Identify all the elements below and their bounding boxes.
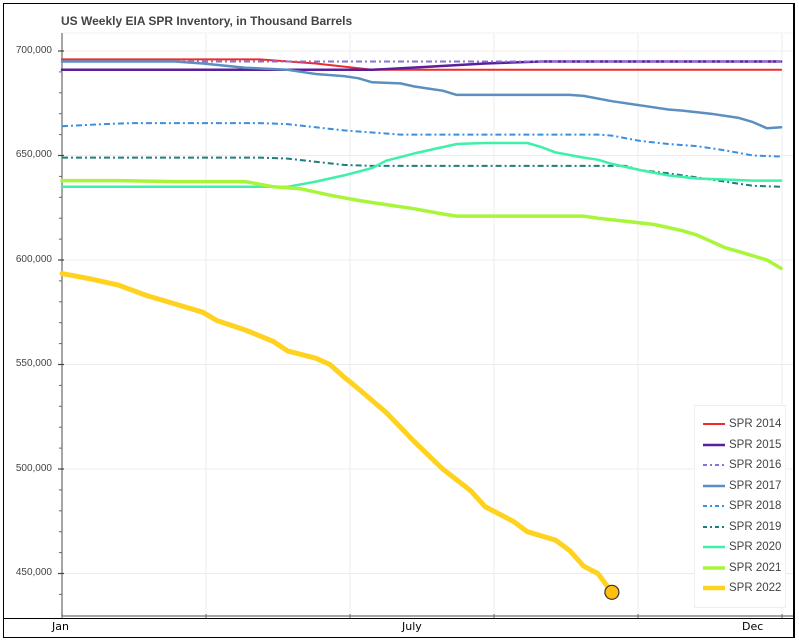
legend-swatch-icon — [703, 585, 725, 591]
y-tick-label: 650,000 — [15, 149, 52, 160]
x-axis-band — [3, 618, 795, 638]
x-tick-label-jan: Jan — [52, 620, 69, 633]
legend-item-2016[interactable]: SPR 2016 — [695, 456, 787, 474]
legend-item-2019[interactable]: SPR 2019 — [695, 518, 787, 536]
y-tick-label: 600,000 — [15, 254, 52, 265]
legend-item-2022[interactable]: SPR 2022 — [695, 579, 787, 597]
latest-point-marker[interactable] — [604, 584, 620, 600]
series-line-spr-2019 — [62, 156, 782, 188]
legend-swatch-icon — [703, 484, 725, 487]
legend-item-2020[interactable]: SPR 2020 — [695, 538, 787, 556]
gridlines — [62, 32, 793, 616]
legend-swatch-icon — [703, 565, 725, 570]
series-line-spr-2022 — [59, 271, 615, 595]
legend-swatch-icon — [703, 464, 725, 466]
legend-swatch-icon — [703, 505, 725, 507]
axes — [58, 33, 793, 618]
legend-swatch-icon — [703, 443, 725, 446]
series-line-spr-2020 — [60, 141, 783, 189]
legend-label: SPR 2014 — [729, 418, 782, 430]
legend-item-2015[interactable]: SPR 2015 — [695, 436, 787, 454]
legend-label: SPR 2018 — [729, 500, 782, 512]
legend-label: SPR 2016 — [729, 459, 782, 471]
series-line-spr-2018 — [61, 122, 782, 158]
legend-label: SPR 2017 — [729, 479, 782, 492]
legend-swatch-icon — [703, 545, 725, 549]
legend-label: SPR 2022 — [729, 582, 782, 594]
y-tick-label: 450,000 — [15, 567, 52, 578]
y-tick-label: 500,000 — [15, 463, 52, 474]
frame-right-edge — [793, 3, 795, 638]
series-line-spr-2014 — [61, 58, 783, 71]
legend-item-2014[interactable]: SPR 2014 — [695, 415, 787, 433]
legend-label: SPR 2021 — [729, 561, 782, 574]
y-tick-label: 550,000 — [15, 358, 52, 369]
legend-label: SPR 2020 — [729, 541, 782, 553]
chart-title: US Weekly EIA SPR Inventory, in Thousand… — [61, 14, 353, 28]
x-tick-label-dec: Dec — [742, 620, 764, 633]
legend-item-2017[interactable]: SPR 2017 — [695, 477, 787, 495]
legend-label: SPR 2015 — [729, 438, 782, 451]
y-tick-label: 700,000 — [15, 45, 52, 56]
legend-item-2021[interactable]: SPR 2021 — [695, 559, 787, 577]
legend-label: SPR 2019 — [729, 520, 782, 533]
legend-item-2018[interactable]: SPR 2018 — [695, 497, 787, 515]
series-line-spr-2021 — [60, 178, 783, 271]
series-lines — [59, 58, 783, 600]
legend-swatch-icon — [703, 423, 725, 425]
x-tick-label-july: July — [402, 620, 422, 633]
legend: SPR 2014 SPR 2015 SPR 2016 SPR 2017 SPR … — [694, 405, 786, 608]
legend-swatch-icon — [703, 525, 725, 528]
series-line-spr-2017 — [60, 60, 783, 130]
